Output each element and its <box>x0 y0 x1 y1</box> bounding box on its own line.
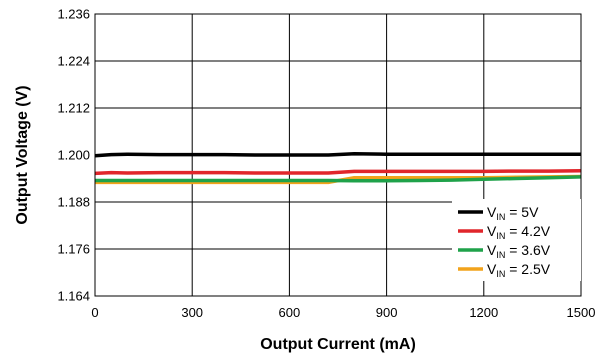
series-line <box>94 152 581 158</box>
x-tick-labels: 0 300 600 900 1200 1500 <box>91 305 595 320</box>
x-tick-label: 0 <box>91 305 98 320</box>
y-tick-label: 1.164 <box>57 289 90 304</box>
series-line <box>95 175 582 183</box>
y-tick-label: 1.224 <box>57 54 90 69</box>
y-tick-labels: 1.236 1.224 1.212 1.200 1.188 1.176 1.164 <box>57 7 90 304</box>
plot-border <box>94 13 582 297</box>
legend-label: VIN = 3.6V <box>487 242 551 260</box>
y-axis-title: Output Voltage (V) <box>14 85 31 224</box>
legend-label: VIN = 2.5V <box>487 261 551 279</box>
series-lines <box>94 152 582 185</box>
series-line <box>94 168 582 176</box>
y-tick-label: 1.176 <box>57 242 90 257</box>
x-tick-label: 1500 <box>567 305 596 320</box>
y-tick-label: 1.200 <box>57 148 90 163</box>
y-tick-label: 1.236 <box>57 7 90 22</box>
y-tick-label: 1.188 <box>57 195 90 210</box>
x-axis-title: Output Current (mA) <box>260 336 416 353</box>
x-tick-label: 1200 <box>469 305 498 320</box>
x-tick-label: 900 <box>376 305 398 320</box>
legend-label: VIN = 4.2V <box>487 223 551 241</box>
x-tick-label: 300 <box>181 305 203 320</box>
legend-label: VIN = 5V <box>487 204 539 222</box>
y-tick-label: 1.212 <box>57 101 90 116</box>
x-tick-label: 600 <box>279 305 301 320</box>
